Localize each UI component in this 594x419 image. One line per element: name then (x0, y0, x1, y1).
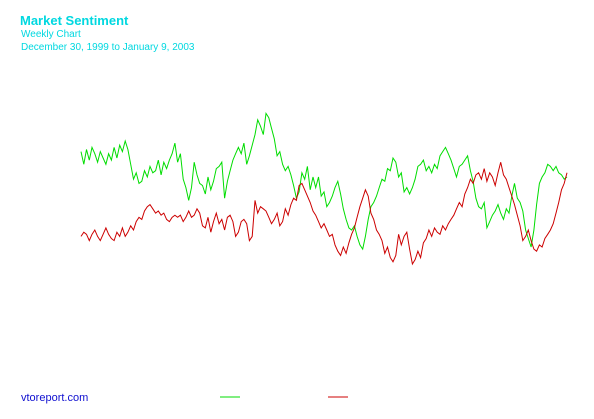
series-line-2 (80, 162, 568, 266)
series-lines (80, 111, 568, 266)
chart-subtitle: Weekly Chart (21, 29, 81, 40)
series-line-1 (80, 111, 568, 251)
date-range-label: December 30, 1999 to January 9, 2003 (21, 42, 195, 53)
source-link[interactable]: vtoreport.com (21, 392, 89, 404)
chart-title: Market Sentiment (20, 13, 129, 28)
